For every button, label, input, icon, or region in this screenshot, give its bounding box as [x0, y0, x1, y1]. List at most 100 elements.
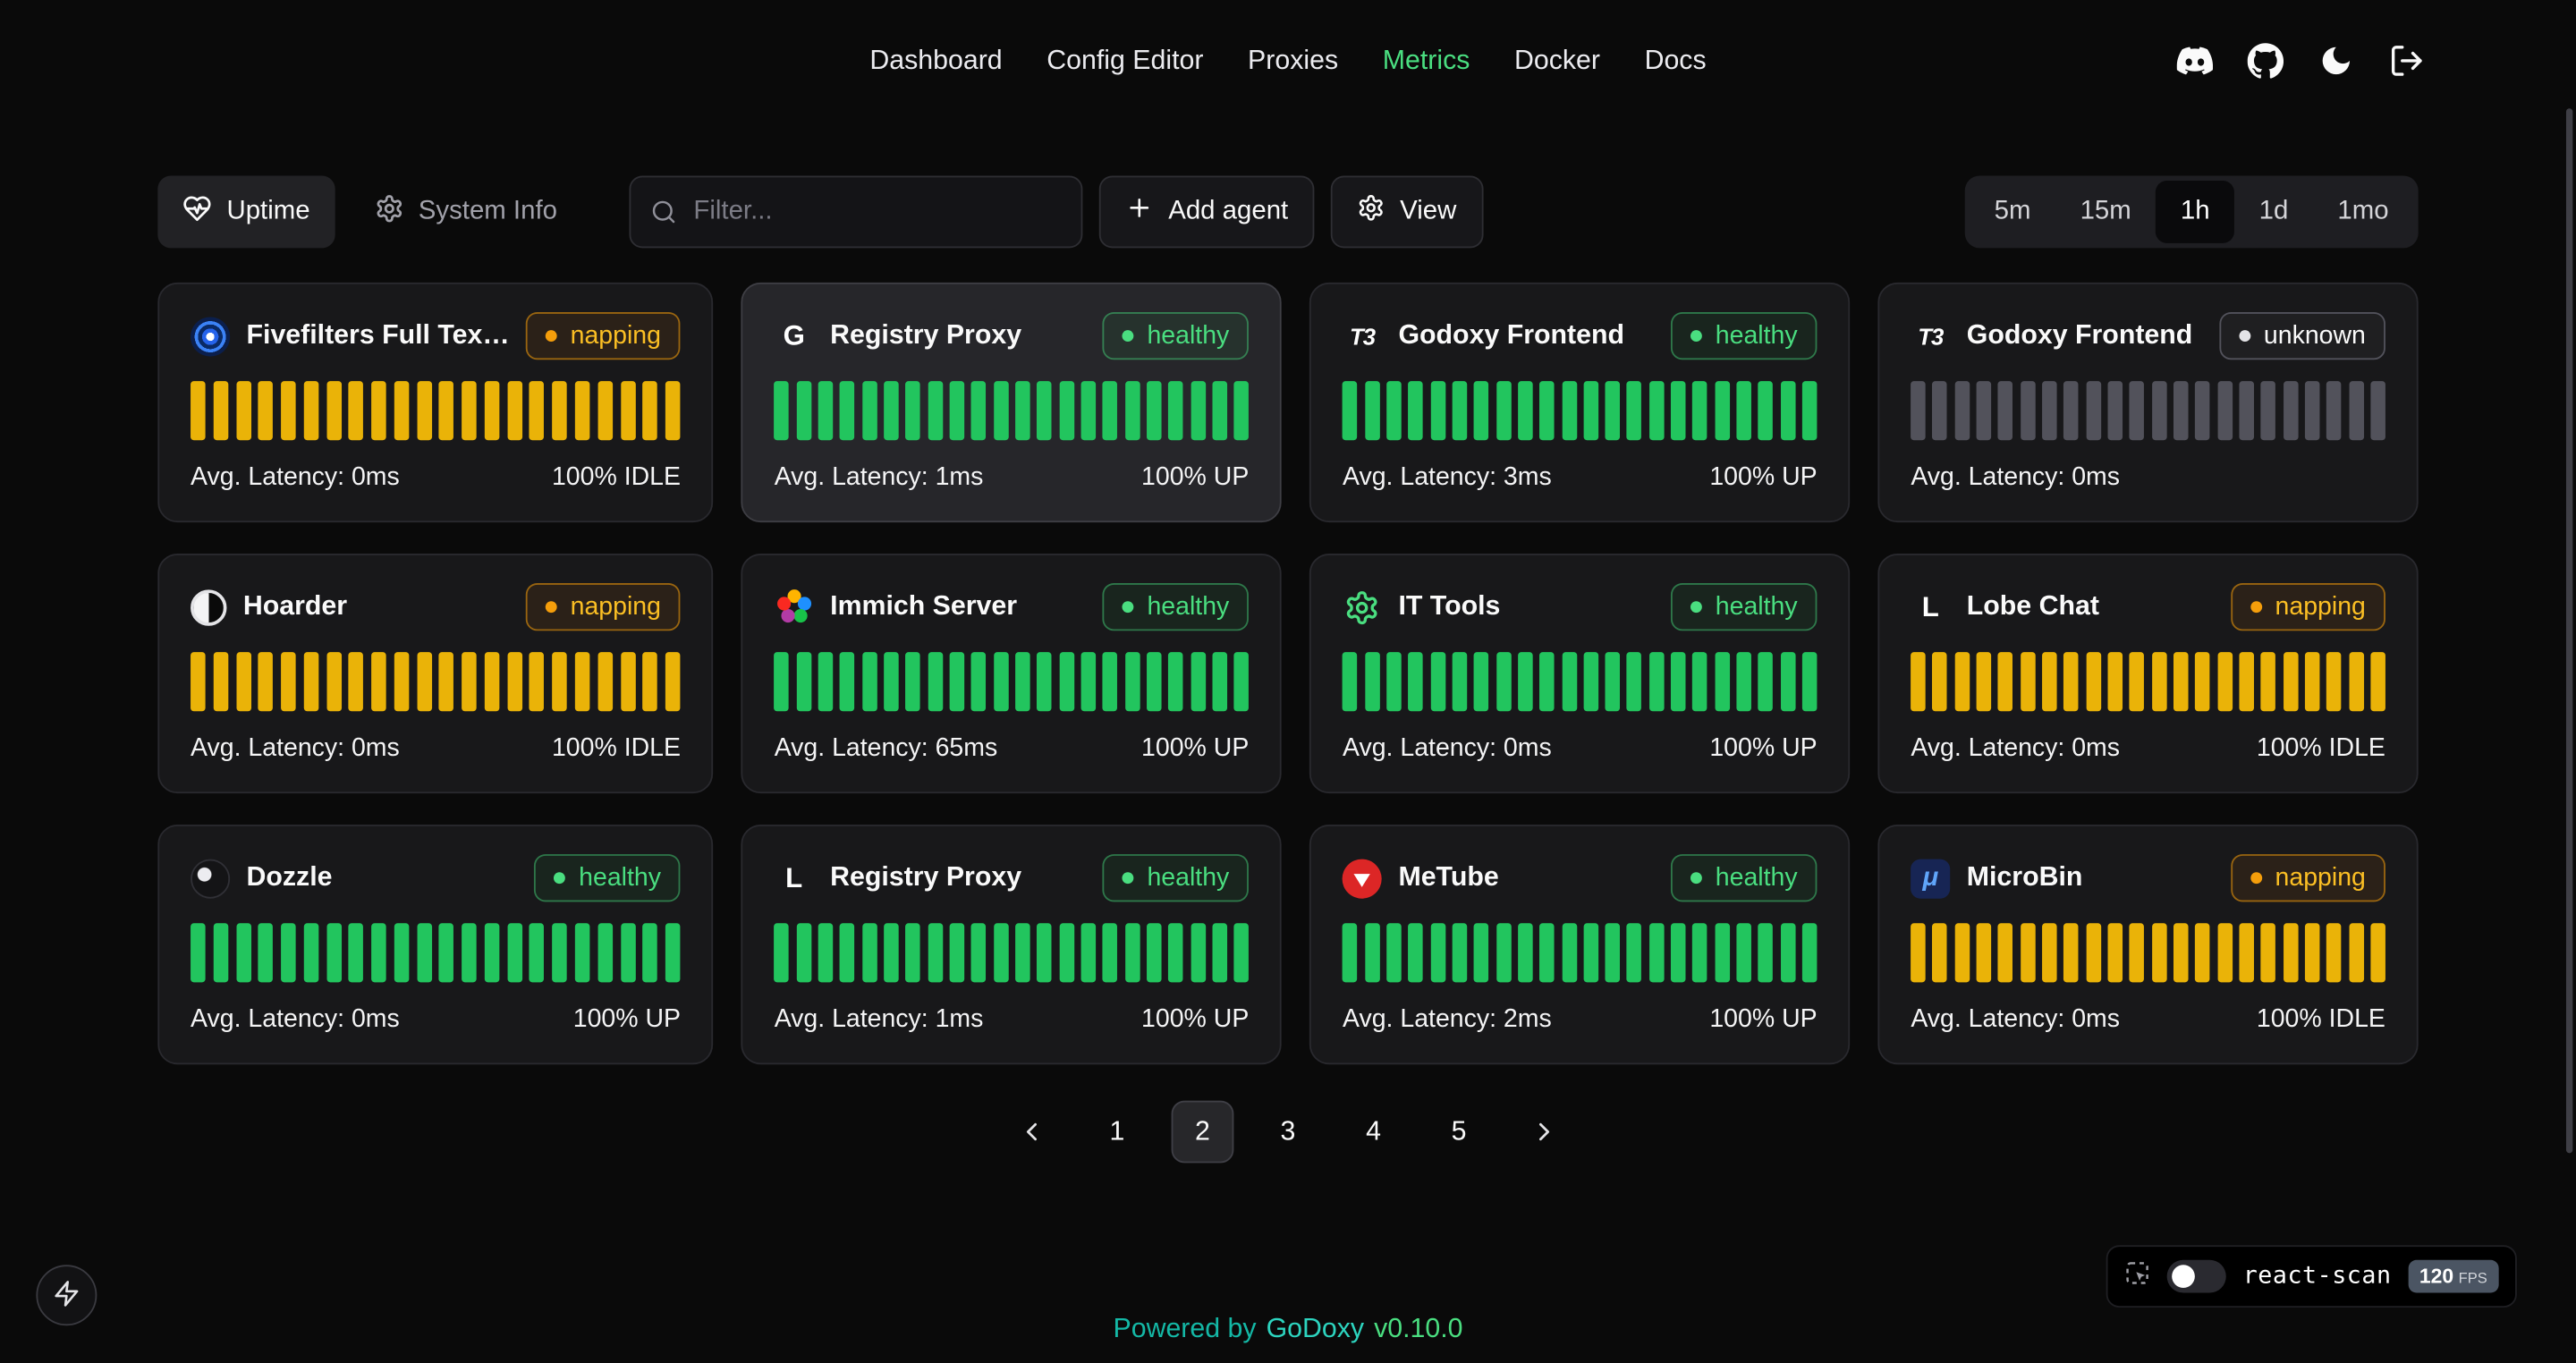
uptime-bar — [552, 923, 568, 983]
page-button-1[interactable]: 1 — [1086, 1101, 1148, 1164]
service-card-fivefilters-full-tex[interactable]: Fivefilters Full Tex… napping Avg. Latency… — [157, 282, 714, 523]
heart-pulse-icon — [182, 193, 212, 231]
uptime-tab[interactable]: Uptime — [157, 175, 335, 249]
scrollbar-thumb[interactable] — [2565, 108, 2573, 1154]
nav-item-docker[interactable]: Docker — [1513, 45, 1600, 75]
logout-icon[interactable] — [2389, 43, 2425, 79]
uptime-bar — [235, 381, 251, 441]
registry-proxy-icon: L — [785, 861, 803, 893]
next-page-button[interactable] — [1513, 1101, 1576, 1164]
uptime-bar — [1802, 381, 1818, 441]
uptime-bar — [371, 923, 386, 983]
github-icon[interactable] — [2247, 43, 2284, 79]
service-card-hoarder[interactable]: Hoarder napping Avg. Latency: 0ms 100% IDLE — [157, 553, 714, 794]
uptime-bar — [2261, 381, 2276, 441]
uptime-bar — [1736, 923, 1752, 983]
service-card-microbin[interactable]: μ MicroBin napping Avg. Latency: 0ms 100% ID… — [1877, 825, 2419, 1065]
nav-item-config-editor[interactable]: Config Editor — [1046, 45, 1204, 75]
uptime-bar — [1998, 381, 2013, 441]
react-scan-toggle[interactable] — [2167, 1259, 2227, 1293]
card-title: MicroBin — [1966, 862, 2083, 893]
range-1mo[interactable]: 1mo — [2313, 181, 2413, 243]
main-nav: Dashboard Config Editor Proxies Metrics Dock… — [869, 46, 1706, 77]
uptime-bar — [1452, 652, 1467, 712]
service-card-lobe-chat[interactable]: L Lobe Chat napping Avg. Latency: 0ms 100% I… — [1877, 553, 2419, 794]
uptime-bar — [1583, 381, 1598, 441]
uptime-text: 100% IDLE — [551, 462, 682, 492]
lobe-chat-icon: L — [1921, 590, 1939, 622]
card-title: Lobe Chat — [1966, 591, 2099, 622]
system-info-tab[interactable]: System Info — [350, 176, 582, 249]
add-agent-button[interactable]: Add agent — [1099, 175, 1315, 249]
service-card-dozzle[interactable]: Dozzle healthy Avg. Latency: 0ms 100% UP — [157, 825, 714, 1065]
nav-item-docs[interactable]: Docs — [1644, 45, 1707, 75]
uptime-bar — [258, 652, 274, 712]
uptime-bar — [2217, 652, 2233, 712]
view-button[interactable]: View — [1330, 175, 1483, 249]
uptime-bar — [884, 652, 899, 712]
filter-input[interactable] — [629, 175, 1083, 249]
uptime-bar — [1124, 381, 1140, 441]
uptime-bar — [1561, 923, 1577, 983]
uptime-bar — [281, 652, 296, 712]
uptime-bar — [1473, 923, 1489, 983]
discord-icon[interactable] — [2176, 43, 2214, 79]
service-card-registry-proxy[interactable]: G Registry Proxy healthy Avg. Latency: 1ms 1… — [741, 282, 1283, 523]
uptime-bar — [213, 381, 228, 441]
uptime-bars — [774, 652, 1250, 712]
uptime-bar — [2239, 381, 2255, 441]
quick-actions-button[interactable] — [36, 1265, 97, 1326]
uptime-bar — [1146, 652, 1162, 712]
service-card-godoxy-frontend[interactable]: T3 Godoxy Frontend healthy Avg. Latency: 3m… — [1309, 282, 1851, 523]
service-card-it-tools[interactable]: IT Tools healthy Avg. Latency: 0ms 100% UP — [1309, 553, 1851, 794]
uptime-bar — [303, 923, 319, 983]
range-1h[interactable]: 1h — [2156, 181, 2235, 243]
page-button-5[interactable]: 5 — [1428, 1101, 1490, 1164]
uptime-bar — [2151, 652, 2167, 712]
uptime-bar — [2348, 652, 2364, 712]
page-button-4[interactable]: 4 — [1343, 1101, 1405, 1164]
service-card-godoxy-frontend[interactable]: T3 Godoxy Frontend unknown Avg. Latency: 0m… — [1877, 282, 2419, 523]
uptime-bar — [1692, 652, 1708, 712]
version-link[interactable]: v0.10.0 — [1374, 1314, 1463, 1344]
status-label: napping — [2275, 592, 2366, 621]
page-button-2[interactable]: 2 — [1171, 1100, 1234, 1164]
status-label: healthy — [1147, 321, 1230, 350]
uptime-bar — [1343, 923, 1358, 983]
range-1d[interactable]: 1d — [2234, 181, 2313, 243]
card-header: MeTube healthy — [1343, 854, 1818, 902]
card-footer: Avg. Latency: 0ms 100% IDLE — [191, 463, 681, 493]
godoxy-link[interactable]: GoDoxy — [1266, 1314, 1365, 1344]
status-label: healthy — [1715, 321, 1798, 350]
nav-item-metrics[interactable]: Metrics — [1382, 45, 1470, 75]
service-card-metube[interactable]: MeTube healthy Avg. Latency: 2ms 100% UP — [1309, 825, 1851, 1065]
service-card-immich-server[interactable]: Immich Server healthy Avg. Latency: 65ms 10… — [741, 553, 1283, 794]
immich-icon — [775, 588, 814, 627]
uptime-bar — [1146, 381, 1162, 441]
moon-icon[interactable] — [2318, 43, 2354, 79]
latency-text: Avg. Latency: 65ms — [774, 734, 998, 763]
uptime-bar — [1780, 923, 1796, 983]
uptime-bar — [2063, 923, 2080, 983]
uptime-bar — [2304, 652, 2320, 712]
range-15m[interactable]: 15m — [2055, 181, 2156, 243]
uptime-bar — [281, 923, 296, 983]
uptime-bar — [620, 923, 635, 983]
uptime-bar — [574, 652, 590, 712]
uptime-bar — [818, 381, 834, 441]
prev-page-button[interactable] — [1001, 1101, 1063, 1164]
nav-item-dashboard[interactable]: Dashboard — [869, 45, 1003, 75]
nav-item-proxies[interactable]: Proxies — [1248, 45, 1339, 75]
card-header: Dozzle healthy — [191, 854, 682, 902]
range-5m[interactable]: 5m — [1970, 181, 2055, 243]
uptime-bar — [2042, 381, 2057, 441]
service-card-registry-proxy[interactable]: L Registry Proxy healthy Avg. Latency: 1ms 1… — [741, 825, 1283, 1065]
filter-field — [629, 175, 1083, 249]
card-header: L Lobe Chat napping — [1911, 583, 2385, 631]
card-footer: Avg. Latency: 0ms 100% IDLE — [191, 734, 681, 764]
uptime-bar — [1911, 923, 1926, 983]
page-button-3[interactable]: 3 — [1257, 1101, 1319, 1164]
uptime-bar — [1124, 652, 1140, 712]
uptime-bar — [530, 923, 545, 983]
uptime-bar — [2217, 923, 2233, 983]
